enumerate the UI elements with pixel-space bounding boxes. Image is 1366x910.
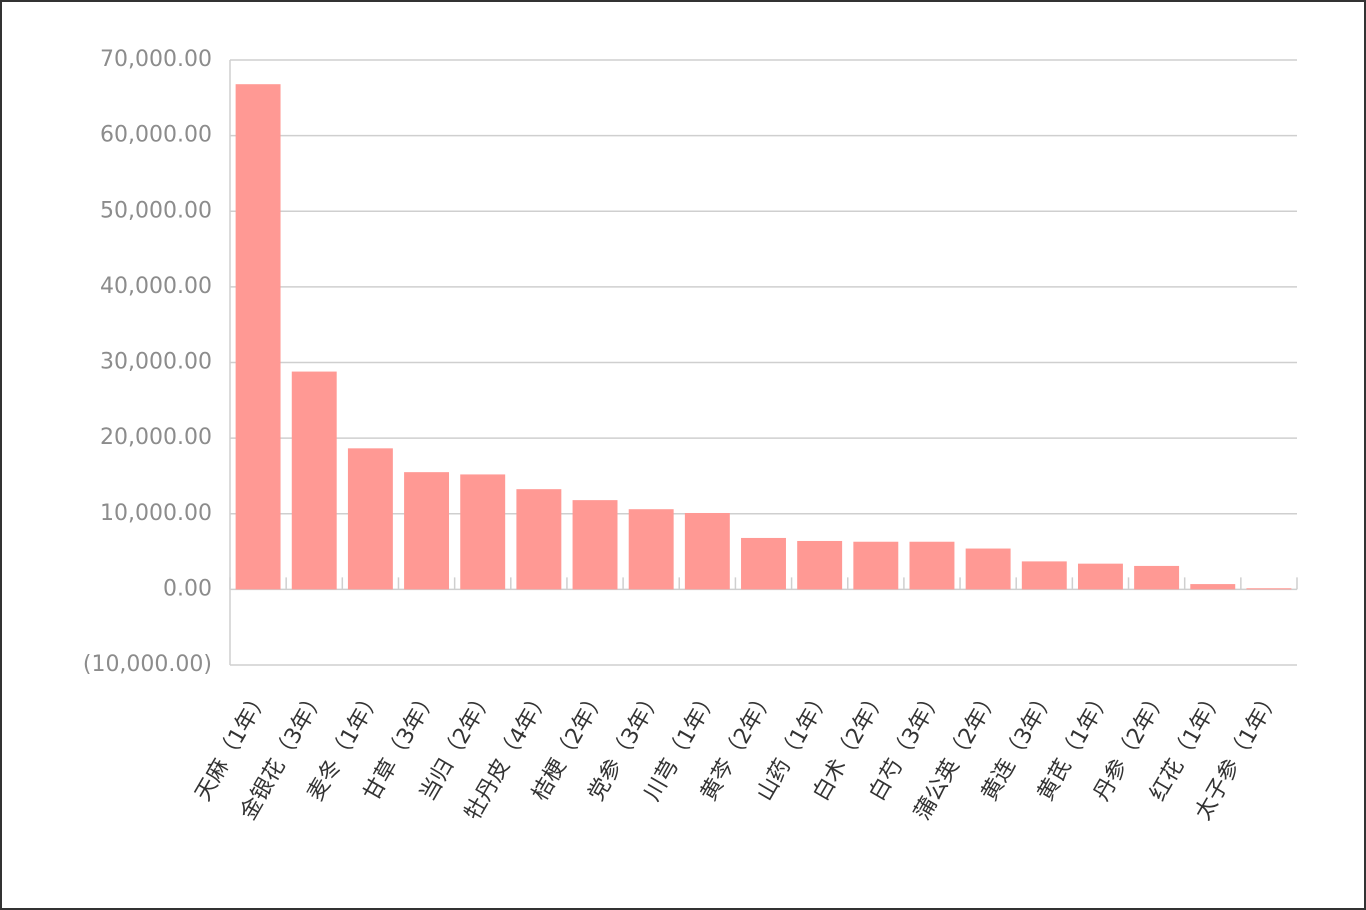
bar	[347, 448, 393, 590]
y-tick-label: 10,000.00	[100, 501, 212, 526]
bar	[1246, 588, 1292, 590]
bar	[684, 512, 730, 590]
bar	[1077, 563, 1123, 590]
bar	[797, 540, 843, 590]
bar	[404, 472, 450, 590]
y-tick-label: 40,000.00	[100, 274, 212, 299]
bar	[1134, 565, 1180, 590]
bar	[1190, 584, 1236, 590]
y-tick-label: 60,000.00	[100, 123, 212, 148]
y-tick-label: (10,000.00)	[83, 652, 212, 677]
bar	[1021, 561, 1067, 590]
y-tick-label: 30,000.00	[100, 350, 212, 375]
y-tick-label: 20,000.00	[100, 425, 212, 450]
bar	[853, 541, 899, 590]
bar	[516, 489, 562, 590]
y-tick-label: 0.00	[163, 576, 212, 601]
bar	[741, 537, 786, 590]
y-tick-label: 50,000.00	[100, 198, 212, 223]
bar	[291, 371, 337, 590]
bar	[628, 509, 674, 590]
bar	[909, 541, 955, 590]
bar	[965, 548, 1011, 590]
bar	[572, 500, 618, 590]
bar	[460, 474, 506, 590]
y-tick-label: 70,000.00	[100, 47, 212, 72]
bar	[235, 84, 281, 590]
